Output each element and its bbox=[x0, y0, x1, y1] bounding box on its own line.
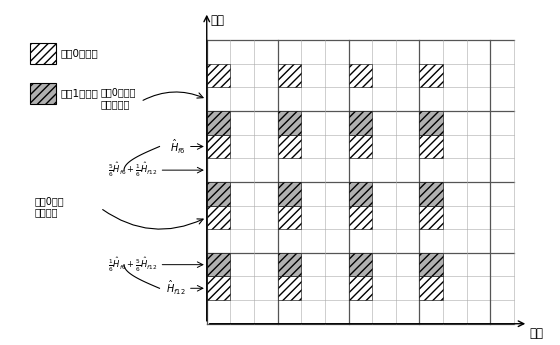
Bar bbox=[419, 135, 443, 158]
Text: 天线1的导频: 天线1的导频 bbox=[60, 88, 98, 98]
Bar bbox=[419, 182, 443, 206]
Text: 似线性内插: 似线性内插 bbox=[100, 99, 130, 109]
Bar bbox=[278, 182, 301, 206]
Text: 天线0的导频: 天线0的导频 bbox=[60, 48, 98, 58]
Bar bbox=[278, 135, 301, 158]
Text: $\frac{1}{6}\hat{H}_{f6}+\frac{5}{6}\hat{H}_{f12}$: $\frac{1}{6}\hat{H}_{f6}+\frac{5}{6}\hat… bbox=[108, 255, 157, 274]
Text: 天线0边缘近: 天线0边缘近 bbox=[100, 87, 136, 97]
Bar bbox=[278, 253, 301, 276]
Bar bbox=[278, 64, 301, 87]
Bar bbox=[207, 253, 230, 276]
Bar bbox=[419, 206, 443, 229]
Bar bbox=[348, 276, 372, 300]
Bar bbox=[207, 276, 230, 300]
Text: 频率: 频率 bbox=[211, 14, 225, 27]
Bar bbox=[419, 64, 443, 87]
Bar bbox=[207, 182, 230, 206]
Bar bbox=[419, 253, 443, 276]
Bar bbox=[207, 111, 230, 135]
Bar bbox=[207, 135, 230, 158]
Bar bbox=[419, 276, 443, 300]
Text: 天线0频域: 天线0频域 bbox=[34, 196, 64, 206]
Bar bbox=[348, 111, 372, 135]
Bar bbox=[419, 111, 443, 135]
Text: 时间: 时间 bbox=[529, 327, 543, 340]
Bar bbox=[348, 135, 372, 158]
Bar bbox=[30, 42, 55, 64]
Bar bbox=[348, 182, 372, 206]
Bar bbox=[348, 64, 372, 87]
Bar bbox=[278, 276, 301, 300]
Bar bbox=[348, 206, 372, 229]
Text: $\hat{H}_{f6}$: $\hat{H}_{f6}$ bbox=[170, 138, 185, 156]
Bar bbox=[207, 64, 230, 87]
Bar bbox=[348, 253, 372, 276]
Bar bbox=[207, 206, 230, 229]
Text: $\frac{5}{6}\hat{H}_{f6}+\frac{1}{6}\hat{H}_{f12}$: $\frac{5}{6}\hat{H}_{f6}+\frac{1}{6}\hat… bbox=[108, 161, 157, 179]
Text: 线性内插: 线性内插 bbox=[34, 208, 58, 218]
Bar bbox=[278, 111, 301, 135]
Bar bbox=[278, 206, 301, 229]
Bar bbox=[30, 83, 55, 104]
Text: $\hat{H}_{f12}$: $\hat{H}_{f12}$ bbox=[166, 279, 185, 297]
